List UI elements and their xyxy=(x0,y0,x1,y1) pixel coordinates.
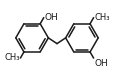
Text: CH₃: CH₃ xyxy=(4,53,20,62)
Text: OH: OH xyxy=(44,13,58,22)
Text: CH₃: CH₃ xyxy=(93,13,109,22)
Text: OH: OH xyxy=(93,59,107,68)
